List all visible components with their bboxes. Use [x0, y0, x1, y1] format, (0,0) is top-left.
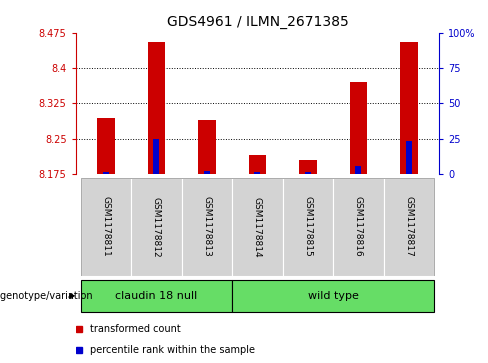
Title: GDS4961 / ILMN_2671385: GDS4961 / ILMN_2671385: [166, 15, 348, 29]
Text: GSM1178811: GSM1178811: [102, 196, 110, 257]
Bar: [131, 178, 182, 276]
Bar: [248, 155, 266, 174]
Bar: [232, 178, 283, 276]
Bar: [384, 178, 434, 276]
Bar: [153, 139, 160, 174]
Text: GSM1178813: GSM1178813: [203, 196, 211, 257]
Bar: [254, 172, 261, 174]
Bar: [283, 178, 333, 276]
Bar: [81, 280, 232, 312]
Text: percentile rank within the sample: percentile rank within the sample: [90, 345, 255, 355]
Text: GSM1178816: GSM1178816: [354, 196, 363, 257]
Text: transformed count: transformed count: [90, 323, 181, 334]
Bar: [81, 178, 131, 276]
Bar: [305, 172, 311, 174]
Bar: [333, 178, 384, 276]
Bar: [232, 280, 434, 312]
Bar: [204, 171, 210, 174]
Text: GSM1178817: GSM1178817: [405, 196, 413, 257]
Bar: [406, 141, 412, 174]
Bar: [299, 160, 317, 174]
Bar: [147, 42, 165, 174]
Text: GSM1178815: GSM1178815: [304, 196, 312, 257]
Bar: [198, 120, 216, 174]
Bar: [349, 82, 367, 174]
Bar: [103, 172, 109, 174]
Bar: [355, 166, 362, 174]
Text: GSM1178812: GSM1178812: [152, 196, 161, 257]
Text: claudin 18 null: claudin 18 null: [115, 291, 198, 301]
Bar: [400, 42, 418, 174]
Text: genotype/variation: genotype/variation: [0, 291, 96, 301]
Text: GSM1178814: GSM1178814: [253, 196, 262, 257]
Bar: [97, 118, 115, 174]
Text: wild type: wild type: [308, 291, 359, 301]
Bar: [182, 178, 232, 276]
